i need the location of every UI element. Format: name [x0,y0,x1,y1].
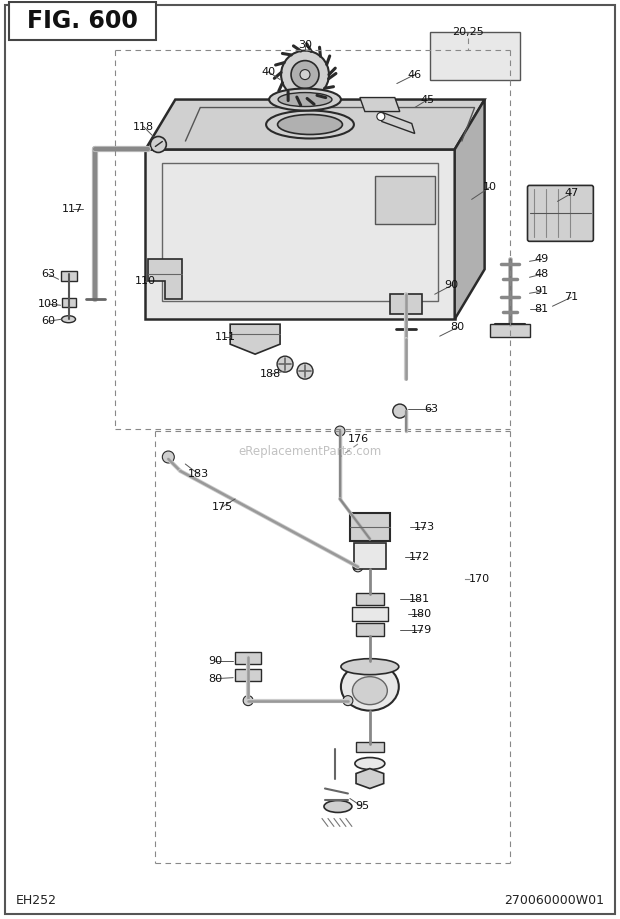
Text: 63: 63 [42,269,56,279]
Circle shape [343,696,353,706]
Text: 110: 110 [135,277,156,287]
Circle shape [353,562,363,572]
Ellipse shape [278,115,342,134]
Text: 30: 30 [298,40,312,50]
Circle shape [297,363,313,380]
Text: 60: 60 [42,316,56,326]
Bar [61,271,76,281]
Text: 81: 81 [534,304,549,314]
Circle shape [162,451,174,463]
Bar [235,652,261,664]
Circle shape [281,51,329,98]
Bar [430,31,520,80]
Text: 183: 183 [188,469,209,479]
Text: 175: 175 [211,502,232,512]
Text: 173: 173 [414,522,435,532]
Bar [375,176,435,224]
Text: 48: 48 [534,269,549,279]
Bar [356,593,384,605]
Ellipse shape [352,676,388,705]
Bar [350,513,390,541]
Circle shape [243,696,253,706]
Text: 80: 80 [208,674,223,684]
Bar [354,543,386,569]
Bar [61,299,76,307]
Circle shape [393,404,407,418]
Bar [162,164,438,301]
Polygon shape [380,111,415,133]
Ellipse shape [278,93,332,107]
Text: 49: 49 [534,255,549,265]
Text: 111: 111 [215,332,236,342]
Text: 90: 90 [208,655,223,665]
Text: 63: 63 [425,404,439,414]
Text: 95: 95 [355,801,369,811]
Polygon shape [360,97,400,111]
Polygon shape [454,99,485,319]
Circle shape [300,70,310,80]
Bar [235,669,261,681]
Text: 181: 181 [409,594,430,604]
Text: 188: 188 [259,369,281,380]
Text: 180: 180 [411,608,432,618]
Polygon shape [145,150,454,319]
Ellipse shape [266,110,354,139]
Text: eReplacementParts.com: eReplacementParts.com [238,445,382,458]
Text: 176: 176 [347,434,368,444]
Bar [356,742,384,752]
Text: 10: 10 [482,182,497,192]
Bar [390,294,422,314]
Polygon shape [148,259,182,300]
Text: 71: 71 [564,292,578,302]
Text: EH252: EH252 [16,894,56,907]
Text: FIG. 600: FIG. 600 [27,8,138,33]
Bar [356,623,384,636]
FancyBboxPatch shape [528,186,593,242]
Ellipse shape [341,663,399,710]
Ellipse shape [61,316,76,323]
Text: 47: 47 [564,188,578,199]
Text: 179: 179 [411,625,432,635]
Ellipse shape [324,800,352,812]
Polygon shape [230,324,280,354]
Ellipse shape [341,659,399,675]
Circle shape [277,357,293,372]
Text: 170: 170 [469,573,490,584]
Circle shape [377,112,385,120]
Circle shape [151,137,166,153]
Ellipse shape [355,757,385,769]
Text: 80: 80 [451,323,465,332]
Bar [352,607,388,620]
Circle shape [291,61,319,88]
Circle shape [335,426,345,436]
Text: 172: 172 [409,551,430,562]
Text: 118: 118 [133,121,154,131]
Bar [490,324,529,337]
Text: 91: 91 [534,286,549,296]
Text: 46: 46 [408,70,422,80]
Polygon shape [145,99,485,150]
Text: 45: 45 [421,95,435,105]
Text: 108: 108 [38,300,59,309]
Polygon shape [356,768,384,789]
Text: 40: 40 [261,66,275,76]
Bar [9,2,156,40]
Text: 117: 117 [62,204,83,214]
Text: 90: 90 [445,280,459,290]
Ellipse shape [269,88,341,110]
Text: 20,25: 20,25 [452,27,484,37]
Text: 270060000W01: 270060000W01 [504,894,604,907]
